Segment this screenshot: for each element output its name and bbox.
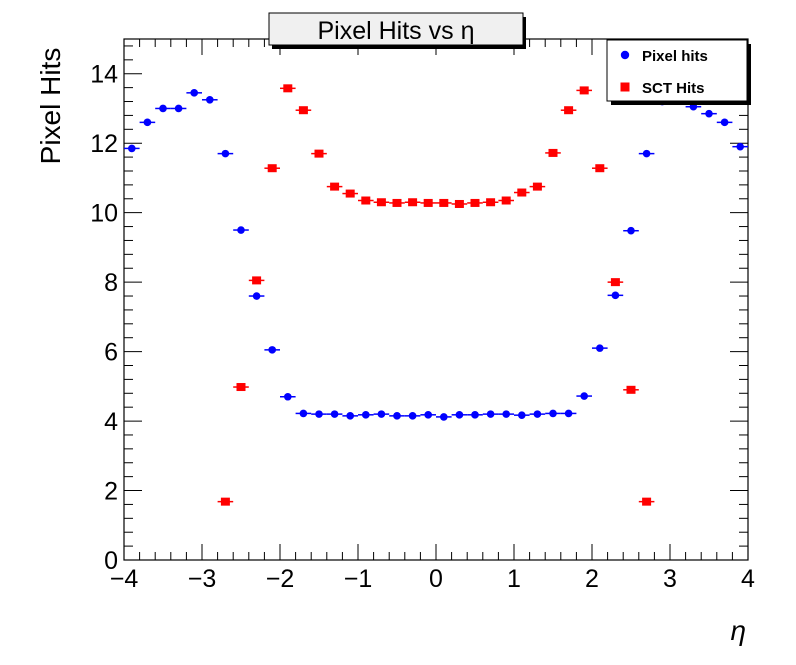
pixel-hits-point [720,118,729,127]
series-sct-hits [217,84,655,506]
sct-hits-point [454,199,464,208]
pixel-hits-point [596,344,604,352]
sct-hits-point [579,86,589,95]
pixel-hits-point [315,410,323,418]
chart-title-box: Pixel Hits vs η [268,12,526,49]
pixel-hits-point [642,149,651,158]
pixel-hits-point [346,412,355,420]
pixel-hits-point [221,149,230,158]
pixel-hits-point [299,409,308,418]
y-tick-label: 10 [90,200,118,228]
sct-hits-point [439,198,449,207]
x-tick-label: 0 [429,565,443,593]
pixel-hits-point [533,410,542,418]
sct-hits-point [267,164,277,173]
x-axis-title: η [730,615,746,646]
legend-sct-marker [620,82,630,92]
sct-hits-point [564,106,574,115]
pixel-hits-point [159,104,167,113]
y-tick-label: 2 [104,478,118,506]
pixel-hits-point [580,392,588,400]
pixel-hits-point [471,411,479,419]
sct-hits-point [345,189,355,198]
sct-hits-point [376,198,386,207]
sct-hits-point [408,198,418,207]
pixel-hits-point [440,413,448,421]
pixel-hits-point [502,410,511,418]
pixel-hits-point [143,118,152,127]
pixel-hits-point [362,411,370,419]
sct-hits-point [610,278,620,287]
pixel-hits-point [564,409,573,418]
pixel-hits-point [284,392,292,401]
x-tick-label: 2 [585,565,599,593]
pixel-hits-point [268,346,277,354]
y-axis-title: Pixel Hits [35,48,66,165]
sct-hits-point [314,149,324,158]
x-tick-label: −1 [344,565,373,593]
pixel-hits-point [455,411,464,419]
legend-pixel-marker [620,50,630,60]
x-tick-label: 1 [507,565,521,593]
pixel-hits-point [611,291,620,300]
pixel-hits-point [128,144,136,153]
pixel-hits-point [424,411,433,419]
legend-sct-label: SCT Hits [642,80,705,97]
x-tick-label: 3 [663,565,677,593]
sct-hits-point [470,198,480,207]
sct-hits-point [392,198,402,207]
y-tick-label: 12 [90,130,118,158]
pixel-hits-point [549,409,557,418]
pixel-hits-point [518,411,526,419]
sct-hits-point [220,497,230,506]
pixel-hits-point [377,410,386,418]
pixel-hits-point [252,292,261,300]
pixel-hits-point [330,410,339,418]
data-points [124,84,748,506]
pixel-hits-point [174,104,183,113]
sct-hits-point [236,383,246,392]
sct-hits-point [283,84,293,93]
sct-hits-point [298,106,308,115]
sct-hits-point [548,148,558,157]
sct-hits-point [532,182,542,191]
pixel-hits-point [206,95,214,104]
pixel-hits-point [393,412,401,420]
sct-hits-point [501,196,511,205]
x-tick-label: −3 [188,565,217,593]
sct-hits-point [252,276,262,285]
x-tick-label: 4 [741,565,755,593]
pixel-hits-point [736,142,744,151]
y-tick-label: 0 [104,547,118,575]
x-tick-label: −4 [110,565,139,593]
legend-pixel-label: Pixel hits [642,48,708,65]
sct-hits-point [626,385,636,394]
y-tick-label: 6 [104,339,118,367]
sct-hits-point [361,196,371,205]
pixel-hits-point [705,109,713,118]
y-tick-label: 14 [90,61,118,89]
pixel-hits-point [237,226,245,234]
sct-hits-point [595,164,605,173]
pixel-hits-point [408,412,417,420]
pixel-hits-point [486,410,495,418]
sct-hits-point [423,198,433,207]
sct-hits-point [330,182,340,191]
pixel-hits-point [190,89,198,97]
chart-title: Pixel Hits vs η [318,17,475,45]
y-tick-label: 8 [104,269,118,297]
sct-hits-point [642,497,652,506]
y-tick-label: 4 [104,408,118,436]
sct-hits-point [517,188,527,197]
series-pixel-hits [124,89,748,421]
legend: Pixel hits SCT Hits [606,39,751,105]
sct-hits-point [486,198,496,207]
pixel-hits-point [627,226,635,235]
x-tick-label: −2 [266,565,295,593]
